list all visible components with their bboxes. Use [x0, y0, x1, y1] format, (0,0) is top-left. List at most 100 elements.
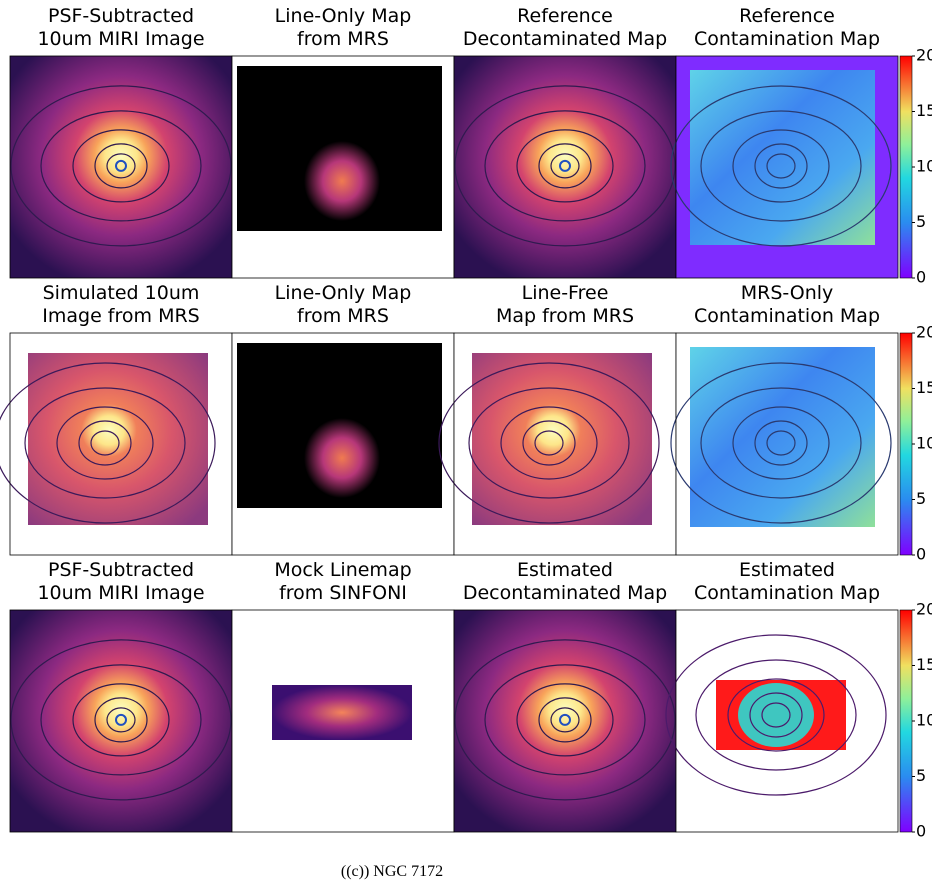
- image: [690, 70, 875, 245]
- core: [115, 713, 127, 726]
- panel-title: PSF-Subtracted: [48, 5, 194, 27]
- contour: [454, 639, 676, 801]
- tick-label: 15: [916, 378, 932, 397]
- panel-title: Estimated: [739, 559, 835, 581]
- panel-title: Decontaminated Map: [463, 582, 667, 604]
- contour: [94, 143, 148, 189]
- tick-label: 5: [916, 489, 926, 508]
- contour: [550, 707, 580, 733]
- contour: [72, 683, 170, 757]
- tick-label: 20: [916, 46, 932, 65]
- caption: ((c)) NGC 7172: [341, 863, 443, 880]
- panel-title: Image from MRS: [42, 305, 199, 327]
- contour: [454, 85, 676, 247]
- image: [738, 683, 814, 747]
- tick-label: 10: [916, 711, 932, 730]
- tick-label: 10: [916, 157, 932, 176]
- panel-title: PSF-Subtracted: [48, 559, 194, 581]
- contour: [24, 387, 186, 499]
- panel-title: Simulated 10um: [43, 282, 200, 304]
- panel-frame: [675, 609, 899, 833]
- image: [454, 56, 676, 278]
- contour: [766, 430, 796, 456]
- contour: [766, 153, 796, 179]
- panel-title: MRS-Only: [741, 282, 834, 304]
- tick-label: 5: [916, 766, 926, 785]
- contour: [10, 639, 232, 801]
- contour: [516, 683, 614, 757]
- contour: [522, 420, 576, 466]
- panel-frame: [675, 55, 899, 279]
- tick-label: 0: [916, 822, 926, 841]
- panel-title: from MRS: [297, 305, 389, 327]
- core: [115, 159, 127, 172]
- contour: [10, 85, 232, 247]
- panel-title: Line-Only Map: [275, 282, 412, 304]
- contour: [484, 664, 646, 776]
- contour: [749, 692, 803, 738]
- tick-label: 15: [916, 101, 932, 120]
- panel-title: Line-Only Map: [275, 5, 412, 27]
- panel-title: Estimated: [517, 559, 613, 581]
- contour: [732, 129, 830, 203]
- panel-title: 10um MIRI Image: [37, 28, 204, 50]
- image: [10, 610, 232, 832]
- panel-title: Reference: [739, 5, 835, 27]
- contour: [700, 387, 862, 499]
- tick-label: 20: [916, 323, 932, 342]
- contour: [538, 143, 592, 189]
- panel-title: from SINFONI: [279, 582, 407, 604]
- contour: [0, 362, 216, 524]
- contour: [40, 664, 202, 776]
- panel-title: Contamination Map: [694, 305, 880, 327]
- contour: [90, 430, 120, 456]
- contour: [754, 420, 808, 466]
- contour: [754, 143, 808, 189]
- colorbar: [899, 332, 913, 556]
- panel-frame: [675, 332, 899, 556]
- contour: [56, 406, 154, 480]
- panel-title: Line-Free: [522, 282, 609, 304]
- contour: [727, 678, 825, 752]
- contour: [516, 129, 614, 203]
- panel-title: Decontaminated Map: [463, 28, 667, 50]
- tick-label: 5: [916, 212, 926, 231]
- contour: [94, 697, 148, 743]
- tick-label: 0: [916, 545, 926, 564]
- panel-title: Contamination Map: [694, 582, 880, 604]
- panel-title: Reference: [517, 5, 613, 27]
- panel-title: 10um MIRI Image: [37, 582, 204, 604]
- contour: [534, 430, 564, 456]
- contour: [484, 110, 646, 222]
- tick-label: 15: [916, 655, 932, 674]
- contour: [72, 129, 170, 203]
- image: [272, 685, 412, 740]
- tick-label: 0: [916, 268, 926, 287]
- contour: [106, 153, 136, 179]
- contour: [732, 406, 830, 480]
- contour: [695, 659, 857, 771]
- core: [559, 713, 571, 726]
- tick-label: 20: [916, 600, 932, 619]
- contour: [40, 110, 202, 222]
- contour: [670, 362, 892, 524]
- contour: [700, 110, 862, 222]
- contour: [106, 707, 136, 733]
- panel-title: Contamination Map: [694, 28, 880, 50]
- contour: [550, 153, 580, 179]
- contour: [500, 406, 598, 480]
- colorbar: [899, 55, 913, 279]
- contour: [665, 634, 887, 796]
- tick-label: 10: [916, 434, 932, 453]
